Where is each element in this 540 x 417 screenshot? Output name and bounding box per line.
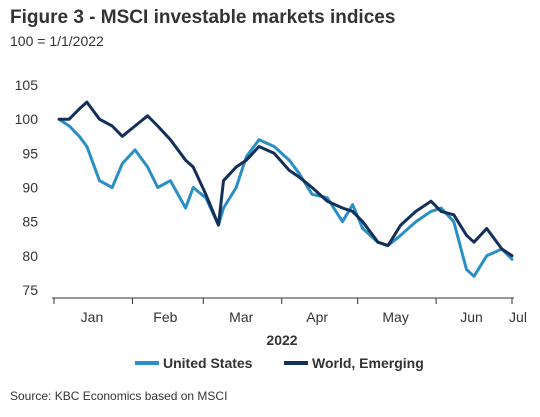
y-tick-label: 85 — [22, 214, 38, 230]
world-emergingseries-line — [57, 100, 514, 258]
y-tick-label: 105 — [15, 77, 39, 93]
x-tick-label: May — [382, 309, 408, 325]
legend-label: United States — [163, 355, 253, 371]
source-note: Source: KBC Economics based on MSCI — [10, 389, 228, 403]
x-tick-label: Jun — [460, 309, 483, 325]
x-tick-label: Mar — [229, 309, 253, 325]
y-tick-label: 100 — [15, 111, 39, 127]
series-lines — [57, 100, 514, 278]
chart-title: Figure 3 - MSCI investable markets indic… — [10, 7, 396, 28]
x-axis-ticks: Jan Feb Mar Apr May Jun Jul — [53, 298, 527, 325]
x-tick-label: Feb — [153, 309, 177, 325]
chart-subtitle: 100 = 1/1/2022 — [10, 33, 104, 49]
united-statesseries-line — [57, 117, 514, 278]
x-axis-title: 2022 — [266, 332, 297, 348]
y-tick-label: 90 — [22, 180, 38, 196]
legend: United States World, Emerging — [135, 355, 424, 371]
y-axis-tick-labels: 75 80 85 90 95 100 105 — [15, 77, 39, 298]
x-tick-label: Jan — [81, 309, 104, 325]
x-tick-label: Jul — [509, 309, 527, 325]
x-tick-label: Apr — [306, 309, 328, 325]
y-tick-label: 75 — [22, 282, 38, 298]
legend-item: World, Emerging — [284, 355, 424, 371]
y-tick-label: 95 — [22, 145, 38, 161]
y-tick-label: 80 — [22, 248, 38, 264]
legend-label: World, Emerging — [312, 355, 424, 371]
legend-item: United States — [135, 355, 253, 371]
